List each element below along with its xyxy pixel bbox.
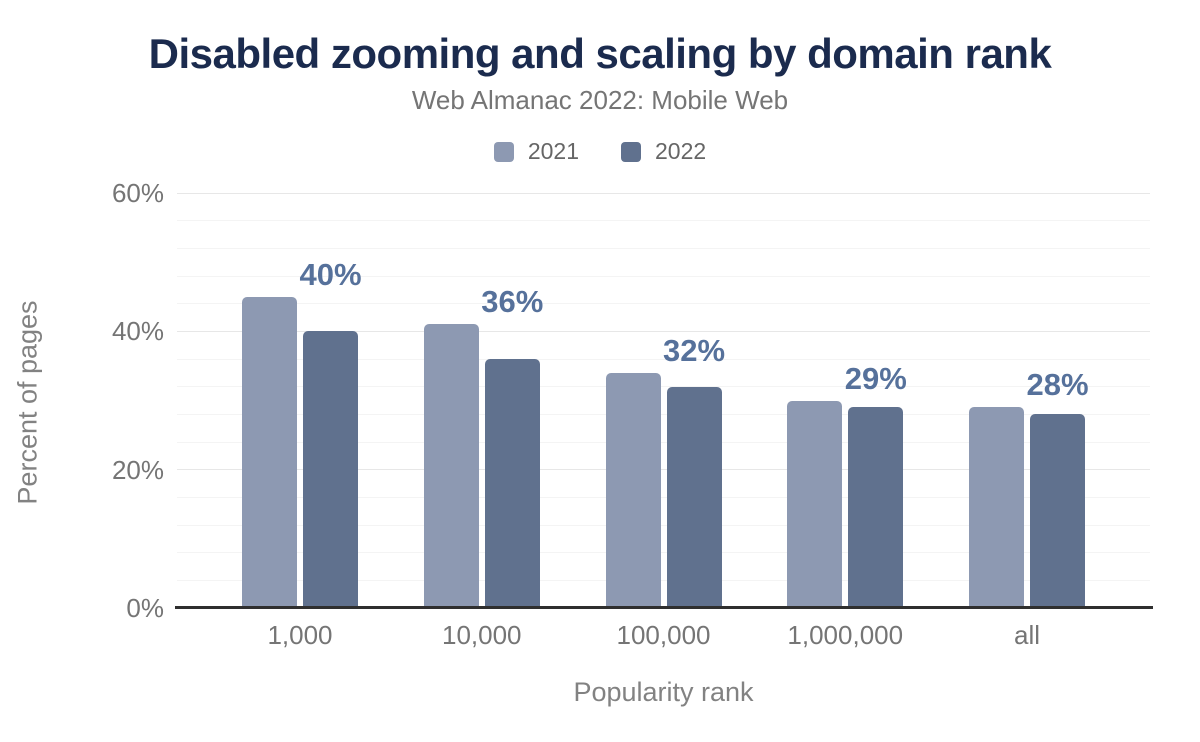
plot-area: 40% 36% 32% 29% 28% xyxy=(177,192,1150,608)
x-tick-all: all xyxy=(1013,620,1040,650)
data-label-1,000,000: 29% xyxy=(844,360,907,396)
bar-2021-1,000,000 xyxy=(787,400,843,608)
legend-label-2021: 2021 xyxy=(527,138,579,164)
legend-swatch-2022 xyxy=(621,141,641,162)
y-tick-60%: 60% xyxy=(111,178,164,208)
bar-2022-1,000 xyxy=(303,331,358,608)
minor-gridline-48 xyxy=(177,275,1150,277)
bar-2021-all xyxy=(969,407,1024,608)
minor-gridline-24 xyxy=(177,441,1150,443)
legend: 2021 2022 xyxy=(0,138,1200,165)
bar-2022-100,000 xyxy=(666,386,722,608)
y-tick-40%: 40% xyxy=(111,316,164,347)
minor-gridline-16 xyxy=(177,496,1150,498)
legend-item-2021: 2021 xyxy=(493,138,579,165)
x-axis-line xyxy=(175,606,1153,609)
chart-subtitle: Web Almanac 2022: Mobile Web xyxy=(411,85,789,115)
legend-label-2022: 2022 xyxy=(655,138,707,164)
data-label-1,000: 40% xyxy=(299,256,362,292)
data-label-10,000: 36% xyxy=(481,284,544,320)
legend-item-2022: 2022 xyxy=(621,138,706,165)
x-tick-10,000: 10,000 xyxy=(441,620,522,650)
minor-gridline-32 xyxy=(177,386,1150,388)
minor-gridline-8 xyxy=(177,552,1150,554)
x-tick-1,000,000: 1,000,000 xyxy=(787,620,904,650)
bar-2021-100,000 xyxy=(605,372,661,608)
bar-2021-10,000 xyxy=(423,324,479,608)
legend-swatch-2021 xyxy=(493,141,514,162)
bar-2022-1,000,000 xyxy=(848,407,904,608)
minor-gridline-44 xyxy=(177,303,1150,305)
data-label-all: 28% xyxy=(1026,367,1089,403)
minor-gridline-12 xyxy=(177,524,1150,526)
x-tick-1,000: 1,000 xyxy=(267,620,333,650)
major-gridline-20 xyxy=(177,469,1150,471)
major-gridline-60 xyxy=(177,192,1150,194)
y-axis-title: Percent of pages xyxy=(12,300,43,505)
major-gridline-40 xyxy=(177,330,1150,332)
minor-gridline-52 xyxy=(177,247,1150,249)
x-axis-title: Popularity rank xyxy=(573,677,754,707)
minor-gridline-28 xyxy=(177,413,1150,415)
x-tick-100,000: 100,000 xyxy=(616,620,711,650)
minor-gridline-4 xyxy=(177,579,1150,581)
minor-gridline-56 xyxy=(177,220,1150,222)
minor-gridline-36 xyxy=(177,358,1150,360)
y-tick-20%: 20% xyxy=(111,454,164,485)
data-label-100,000: 32% xyxy=(662,332,726,368)
y-tick-0%: 0% xyxy=(126,593,164,623)
bar-2022-10,000 xyxy=(484,359,540,608)
bar-2022-all xyxy=(1030,414,1085,608)
chart-title: Disabled zooming and scaling by domain r… xyxy=(148,30,1052,77)
bar-2021-1,000 xyxy=(242,296,297,608)
